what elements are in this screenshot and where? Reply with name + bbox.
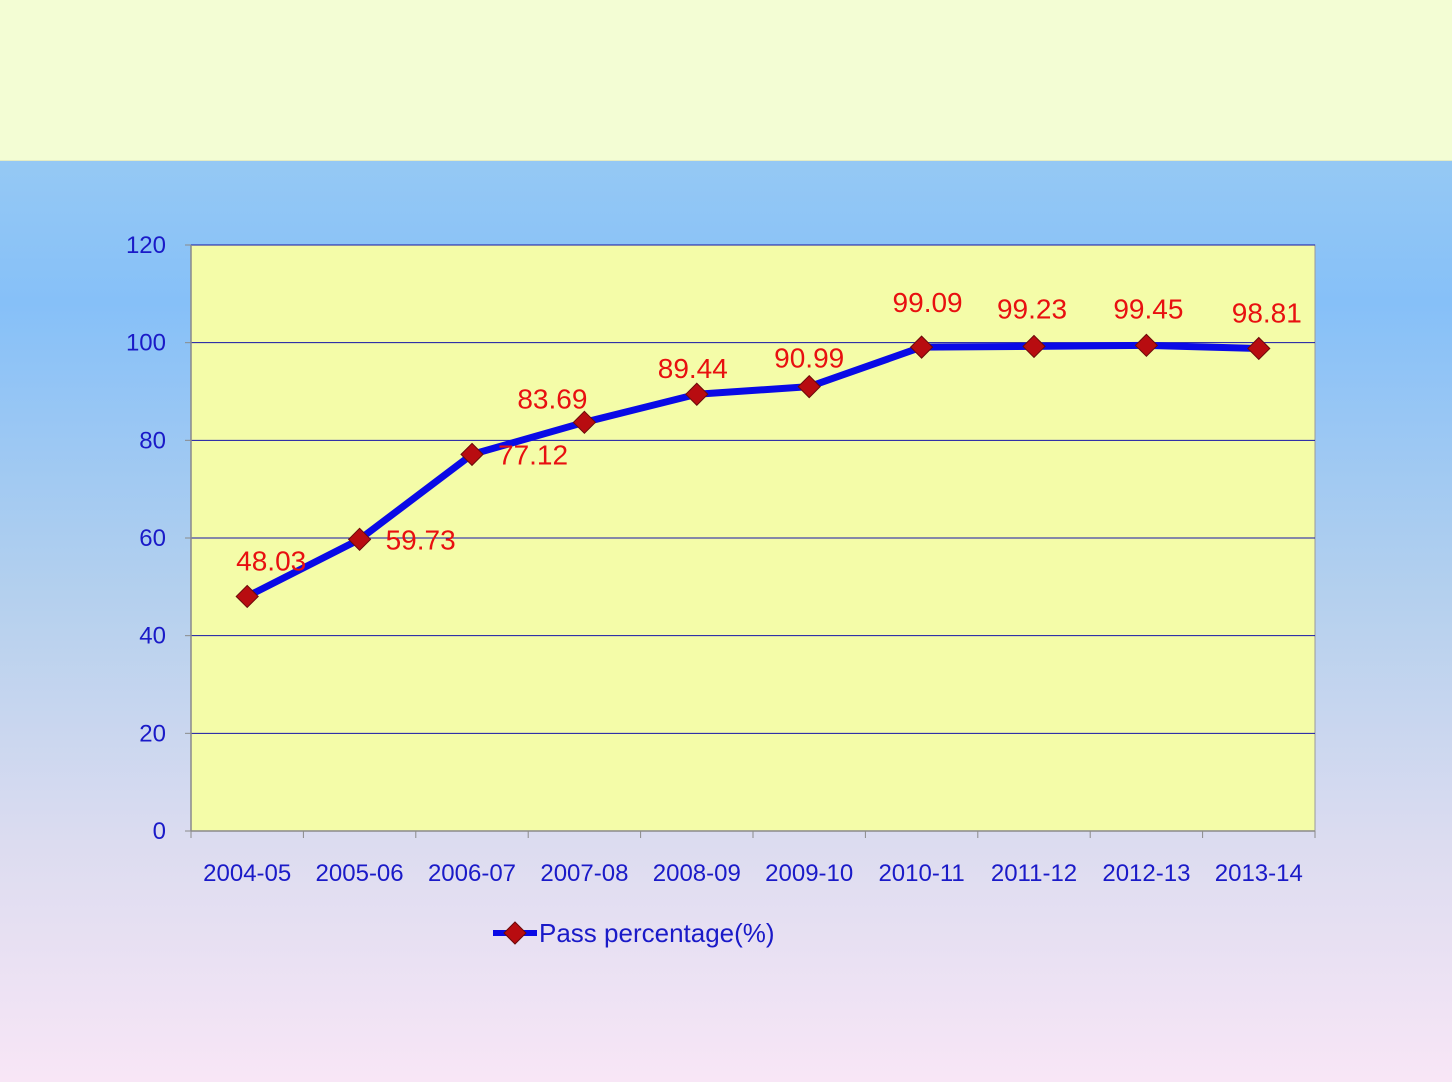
data-point-2009-10 <box>797 374 821 399</box>
x-tick-label-2008-09: 2008-09 <box>653 860 741 887</box>
data-label-2009-10: 90.99 <box>774 343 844 374</box>
axes: 0 20 40 60 80 100 120 2004-05 2005-06 2006-07 2007… <box>126 232 1316 887</box>
x-tick-label-2006-07: 2006-07 <box>428 860 516 887</box>
data-point-2011-12 <box>1022 334 1046 359</box>
y-tick-label-60: 60 <box>139 525 166 552</box>
series-pass-percentage <box>235 333 1271 609</box>
data-point-2008-09 <box>685 382 709 406</box>
legend: Pass percentage(%) <box>493 918 775 948</box>
data-label-2004-05: 48.03 <box>236 545 306 576</box>
x-tick-label-2012-13: 2012-13 <box>1102 860 1190 887</box>
title-band <box>0 0 1452 161</box>
legend-marker-swatch <box>503 921 527 945</box>
y-tick-label-20: 20 <box>139 720 166 747</box>
data-point-2013-14 <box>1247 336 1271 361</box>
series-line <box>243 341 1263 600</box>
y-tick-label-120: 120 <box>126 232 166 259</box>
data-point-2005-06 <box>347 527 372 552</box>
data-point-2007-08 <box>572 410 597 435</box>
data-labels: 48.03 59.73 77.12 83.69 89.44 90.99 99.09 99.23… <box>236 287 1302 576</box>
x-tick-label-2004-05: 2004-05 <box>203 860 291 887</box>
data-label-2005-06: 59.73 <box>386 524 456 555</box>
legend-label: Pass percentage(%) <box>539 918 775 948</box>
x-tick-label-2007-08: 2007-08 <box>540 860 628 887</box>
data-label-2010-11: 99.09 <box>893 287 963 318</box>
data-label-2007-08: 83.69 <box>517 383 587 414</box>
y-tick-label-0: 0 <box>153 818 166 845</box>
data-point-2004-05 <box>235 584 259 609</box>
data-label-2011-12: 99.23 <box>997 293 1067 324</box>
data-point-2010-11 <box>909 335 934 359</box>
x-tick-label-2009-10: 2009-10 <box>765 860 853 887</box>
data-point-2012-13 <box>1134 333 1159 358</box>
x-tick-label-2010-11: 2010-11 <box>878 860 964 887</box>
data-label-2013-14: 98.81 <box>1232 297 1302 328</box>
x-tick-label-2005-06: 2005-06 <box>316 860 404 887</box>
y-tick-label-80: 80 <box>139 427 166 454</box>
data-label-2008-09: 89.44 <box>658 353 728 384</box>
x-tick-label-2013-14: 2013-14 <box>1215 860 1303 887</box>
data-label-2012-13: 99.45 <box>1113 293 1183 324</box>
y-tick-label-40: 40 <box>139 623 166 650</box>
data-label-2006-07: 77.12 <box>498 439 568 470</box>
y-tick-label-100: 100 <box>126 330 166 357</box>
x-tick-label-2011-12: 2011-12 <box>991 860 1077 887</box>
data-point-2006-07 <box>460 442 484 467</box>
